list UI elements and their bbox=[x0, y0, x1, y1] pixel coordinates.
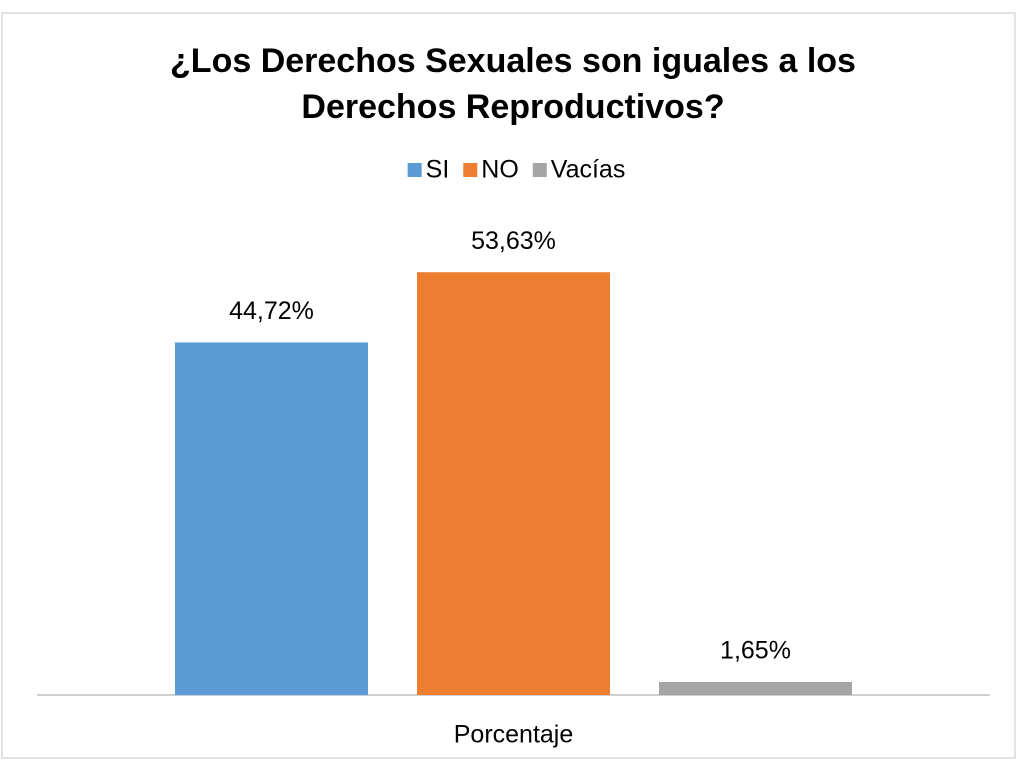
legend-label: SI bbox=[426, 156, 450, 184]
legend-swatch bbox=[463, 163, 478, 177]
chart-title: ¿Los Derechos Sexuales son iguales a los… bbox=[170, 42, 856, 126]
data-label: 44,72% bbox=[229, 297, 314, 325]
legend-label: NO bbox=[481, 156, 519, 184]
x-tick-label: Porcentaje bbox=[454, 721, 574, 749]
legend-label: Vacías bbox=[551, 156, 626, 184]
bar bbox=[659, 681, 852, 695]
chart-border bbox=[1, 12, 1016, 759]
data-label: 53,63% bbox=[471, 227, 556, 255]
legend-swatch bbox=[407, 163, 422, 177]
data-label: 1,65% bbox=[720, 637, 791, 665]
bar bbox=[175, 342, 368, 695]
legend-swatch bbox=[532, 163, 547, 177]
bar bbox=[417, 272, 610, 695]
